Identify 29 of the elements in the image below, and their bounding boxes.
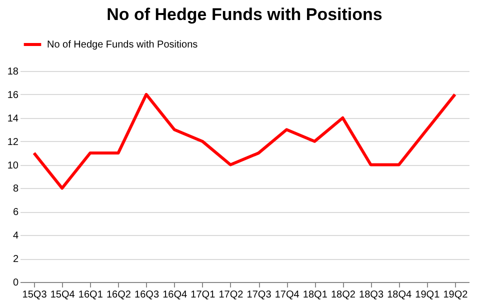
x-tick-label: 18Q3 xyxy=(359,290,384,300)
y-tick-label: 12 xyxy=(7,136,19,148)
x-tick-label: 16Q1 xyxy=(78,290,104,300)
line-series xyxy=(32,92,456,190)
x-tick-label: 19Q1 xyxy=(415,290,440,300)
x-tick-label: 18Q1 xyxy=(302,290,328,300)
y-tick-label: 6 xyxy=(12,207,19,218)
y-tick-label: 0 xyxy=(12,278,19,288)
x-tick-label: 17Q1 xyxy=(190,290,216,300)
y-tick-label: 14 xyxy=(7,113,19,124)
y-tick-label: 8 xyxy=(12,184,19,195)
x-tick-label: 16Q3 xyxy=(134,290,160,300)
chart-title: No of Hedge Funds with Positions xyxy=(106,5,382,24)
y-tick-label: 18 xyxy=(7,66,19,78)
x-tick-label: 17Q4 xyxy=(274,290,300,300)
x-tick-label: 15Q4 xyxy=(50,290,76,300)
x-tick-label: 18Q4 xyxy=(387,290,412,300)
y-tick-label: 2 xyxy=(12,254,19,266)
y-tick-label: 16 xyxy=(7,90,19,101)
y-tick-label: 4 xyxy=(12,230,19,242)
x-tick-label: 18Q2 xyxy=(330,290,356,300)
x-tick-label: 16Q4 xyxy=(162,290,188,300)
y-tick-label: 10 xyxy=(7,160,19,172)
x-tick-label: 15Q3 xyxy=(22,290,48,300)
x-tick-label: 17Q2 xyxy=(218,290,244,300)
legend-label: No of Hedge Funds with Positions xyxy=(47,40,198,50)
x-tick-label: 16Q2 xyxy=(106,290,132,300)
x-tick-label: 19Q2 xyxy=(443,290,468,300)
x-tick-label: 17Q3 xyxy=(246,290,272,300)
